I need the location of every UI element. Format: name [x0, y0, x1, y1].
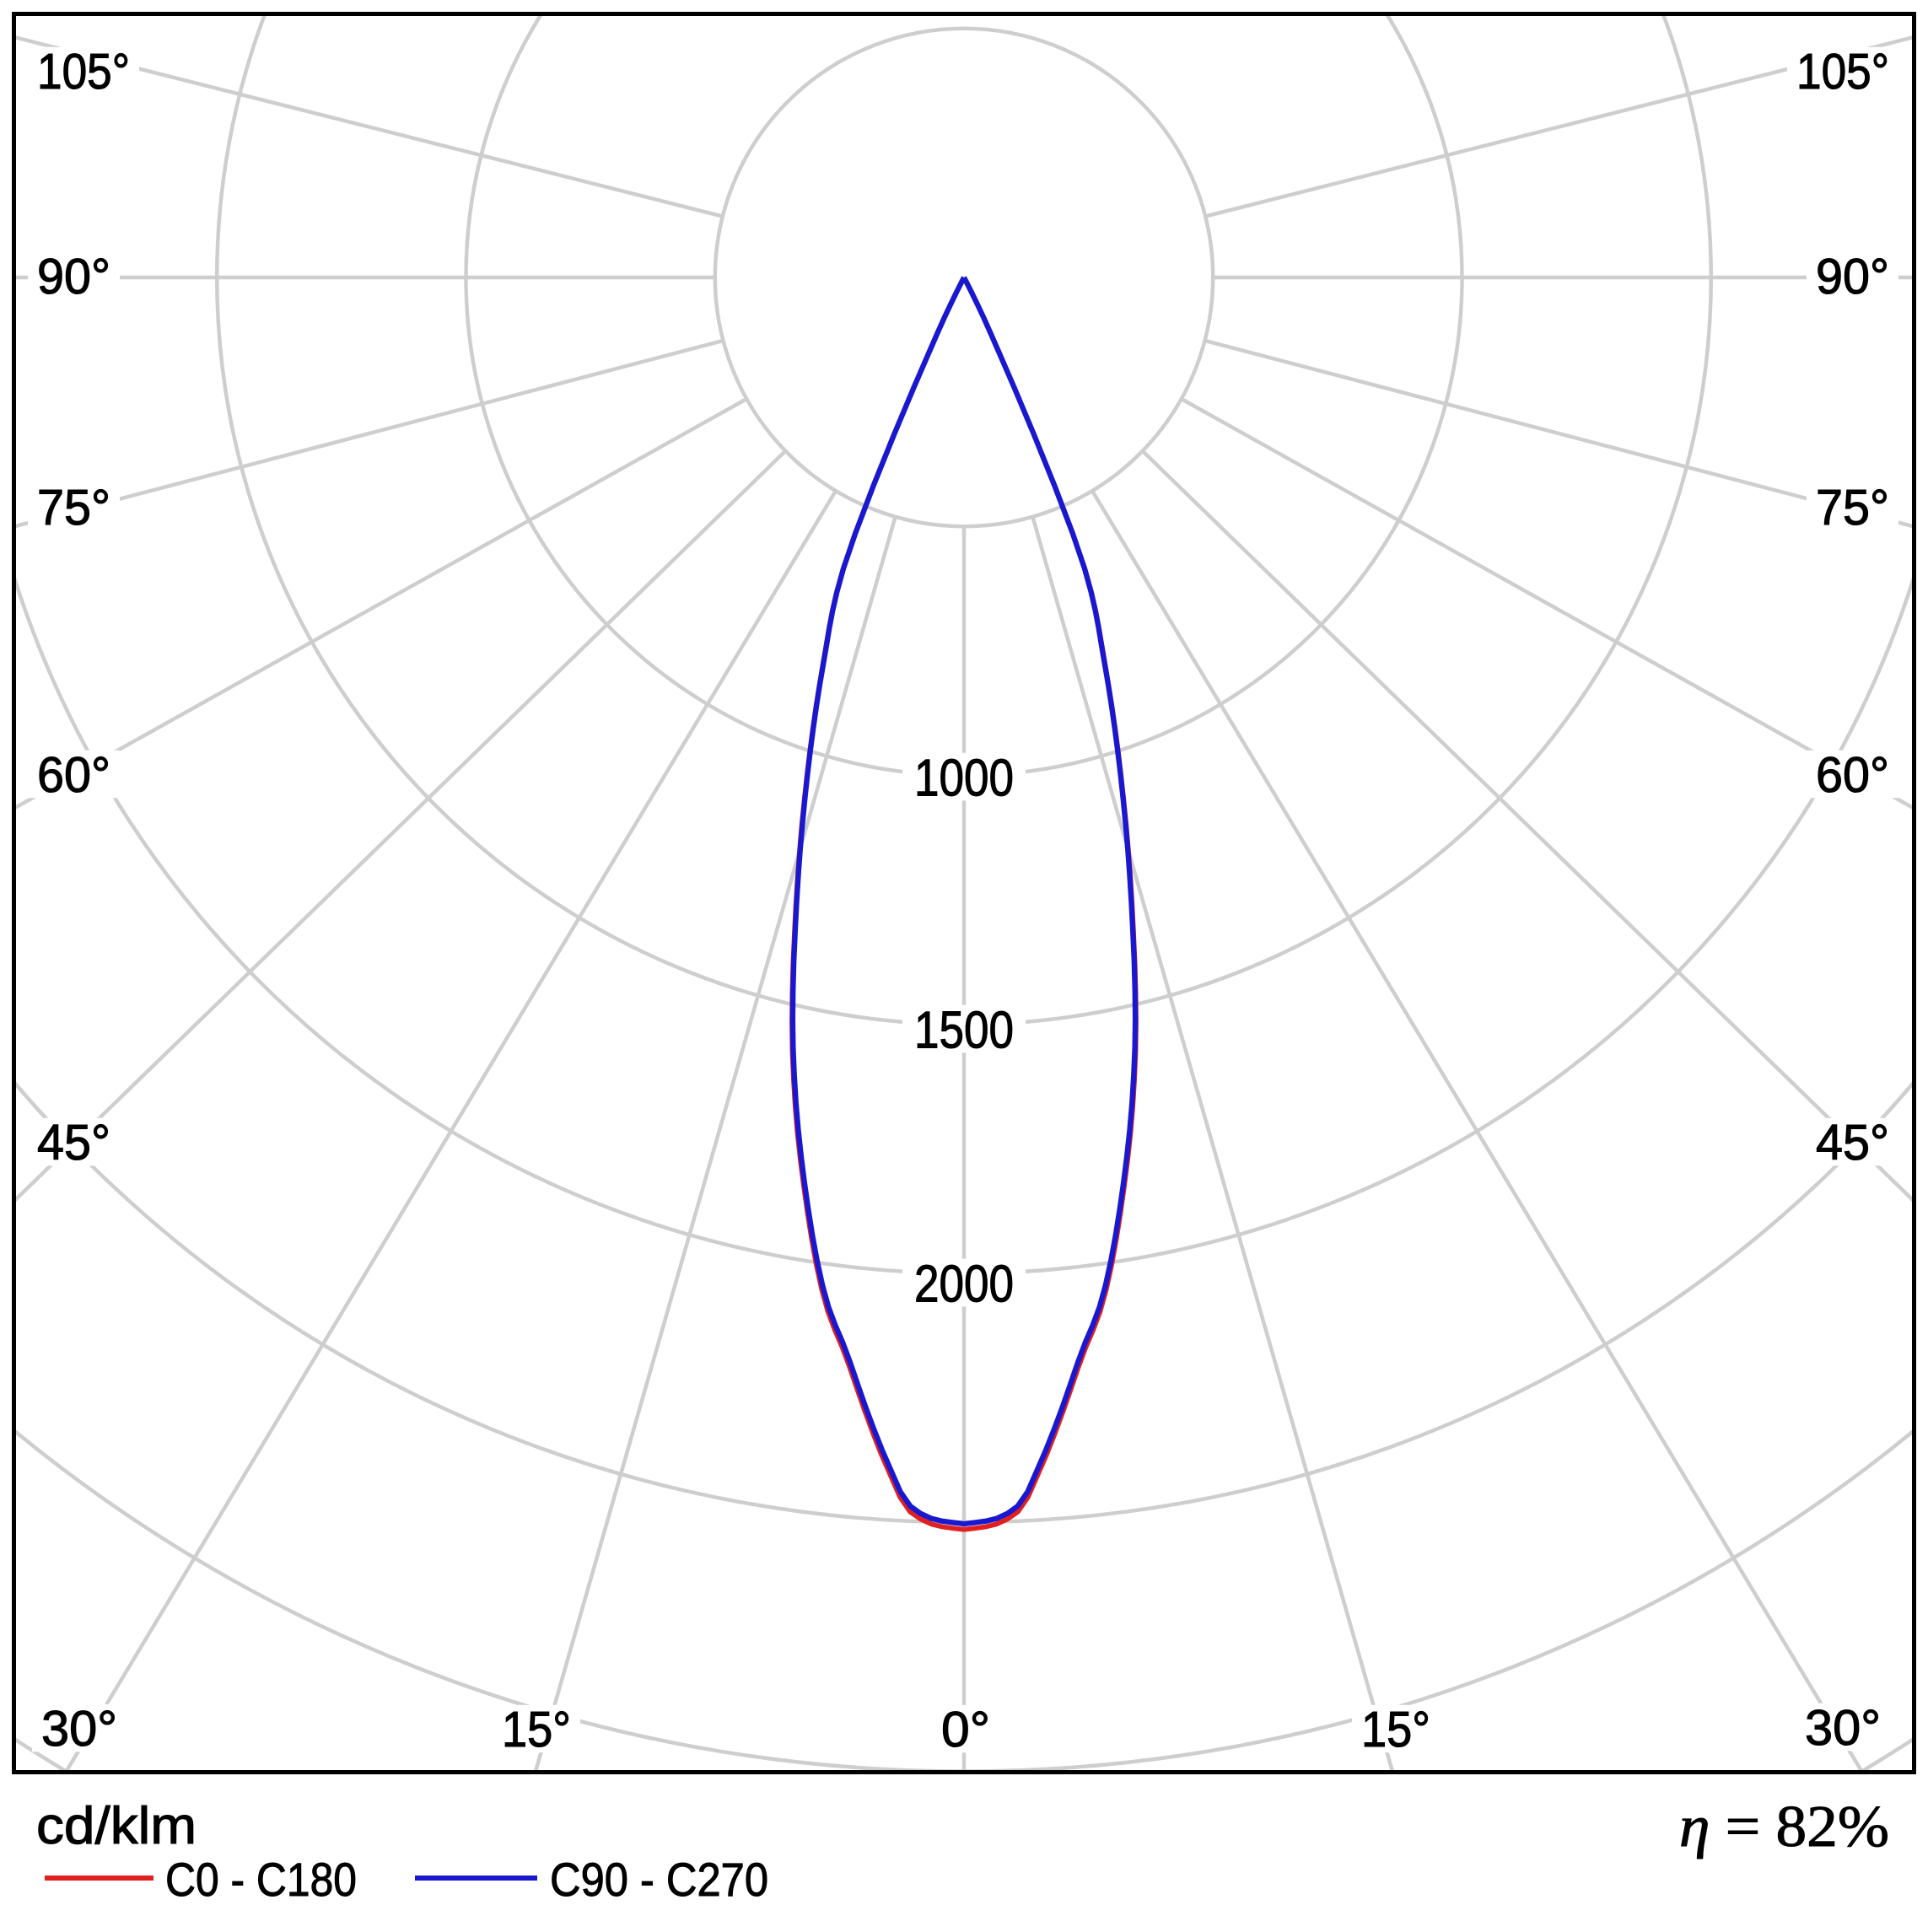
svg-text:15°: 15° — [502, 1702, 571, 1757]
svg-text:C90 - C270: C90 - C270 — [550, 1853, 768, 1906]
svg-text:90°: 90° — [1816, 249, 1889, 304]
svg-text:60°: 60° — [1816, 747, 1889, 803]
svg-text:75°: 75° — [37, 480, 110, 535]
svg-text:1000: 1000 — [914, 749, 1014, 807]
svg-text:1500: 1500 — [914, 1001, 1014, 1059]
svg-text:15°: 15° — [1361, 1702, 1430, 1757]
svg-text:45°: 45° — [37, 1115, 110, 1171]
svg-text:60°: 60° — [37, 747, 110, 803]
svg-text:90°: 90° — [37, 249, 110, 304]
svg-text:30°: 30° — [1805, 1700, 1881, 1756]
svg-text:C0 - C180: C0 - C180 — [165, 1853, 357, 1906]
svg-text:0°: 0° — [941, 1702, 990, 1757]
svg-text:cd/klm: cd/klm — [36, 1797, 197, 1855]
svg-text:30°: 30° — [41, 1701, 117, 1757]
svg-text:45°: 45° — [1816, 1115, 1889, 1171]
svg-text:2000: 2000 — [914, 1255, 1014, 1313]
svg-text:105°: 105° — [1796, 44, 1889, 100]
svg-text:η = 82%: η = 82% — [1679, 1795, 1889, 1859]
svg-text:105°: 105° — [37, 44, 130, 100]
svg-text:75°: 75° — [1816, 480, 1889, 535]
